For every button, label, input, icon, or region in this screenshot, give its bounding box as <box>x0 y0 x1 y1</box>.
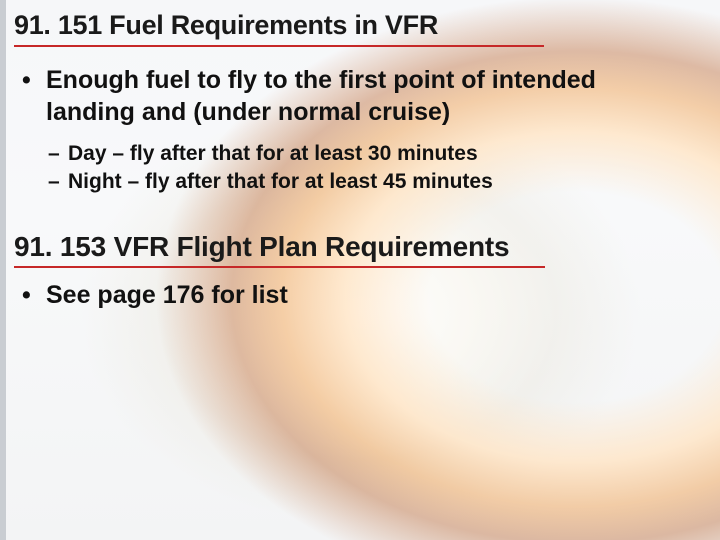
bullet-text: See page 176 for list <box>46 281 288 309</box>
heading-1: 91. 151 Fuel Requirements in VFR <box>14 10 438 41</box>
left-accent-bar <box>0 0 6 540</box>
sub-bullet-text: Night – fly after that for at least 45 m… <box>68 170 493 193</box>
heading-1-underline <box>14 45 544 47</box>
slide: 91. 151 Fuel Requirements in VFR • Enoug… <box>0 0 720 540</box>
sub-bullet-text: Day – fly after that for at least 30 min… <box>68 142 478 165</box>
bullet-marker: • <box>22 64 46 128</box>
sub-bullet-2: –Night – fly after that for at least 45 … <box>48 168 648 195</box>
bullet-main-2: •See page 176 for list <box>22 281 662 310</box>
bullet-main-1: • Enough fuel to fly to the first point … <box>22 64 662 128</box>
dash-marker: – <box>48 168 68 195</box>
bullet-text: Enough fuel to fly to the first point of… <box>46 64 662 128</box>
heading-2: 91. 153 VFR Flight Plan Requirements <box>14 231 509 263</box>
dash-marker: – <box>48 140 68 167</box>
sub-bullet-1: –Day – fly after that for at least 30 mi… <box>48 140 648 167</box>
bullet-marker: • <box>22 281 46 310</box>
heading-2-underline <box>14 266 545 268</box>
